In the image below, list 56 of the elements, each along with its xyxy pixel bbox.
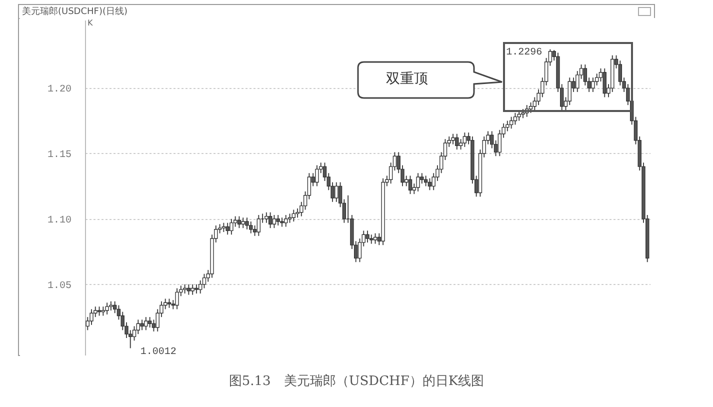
candlestick xyxy=(245,217,249,230)
candlestick xyxy=(175,288,179,310)
candlestick xyxy=(513,112,518,126)
candlestick xyxy=(264,212,268,224)
candlestick xyxy=(420,172,424,184)
candlestick xyxy=(256,214,261,236)
candlestick xyxy=(490,130,494,149)
y-tick-label: 1.15 xyxy=(47,150,72,161)
candlestick xyxy=(462,132,467,148)
candlestick xyxy=(509,116,514,130)
chart-title: 美元瑞郎(USDCHF)(日线) xyxy=(19,5,654,19)
candlestick xyxy=(276,214,280,226)
candlestick xyxy=(105,302,109,315)
candlestick xyxy=(241,217,245,229)
candlestick xyxy=(334,182,338,202)
candlestick xyxy=(109,300,113,312)
candlestick xyxy=(370,234,374,244)
candlestick xyxy=(249,221,253,234)
candlestick xyxy=(230,218,234,236)
candlestick xyxy=(167,298,172,308)
candlestick xyxy=(101,306,106,316)
y-axis-title: K xyxy=(88,18,94,28)
candlestick xyxy=(428,178,432,191)
annotation: 1.2296 xyxy=(506,47,542,58)
candlestick xyxy=(602,68,606,98)
candlestick xyxy=(272,214,276,229)
caption: 图5.13 美元瑞郎（USDCHF）的日K线图 xyxy=(228,373,486,390)
candlestick xyxy=(292,209,296,222)
candlestick xyxy=(521,108,525,119)
y-tick-label: 1.10 xyxy=(47,215,72,226)
candlestick xyxy=(288,213,292,224)
candlestick xyxy=(284,214,288,228)
candlestick xyxy=(148,316,152,328)
annotation: 双重顶 xyxy=(386,70,428,88)
candlestick xyxy=(568,77,572,106)
candlestick xyxy=(140,319,144,331)
candlestick xyxy=(144,316,148,331)
y-tick-label: 1.05 xyxy=(47,280,72,292)
candlestick xyxy=(455,133,459,150)
candlestick xyxy=(237,216,242,229)
candlestick xyxy=(226,222,230,236)
candlestick xyxy=(591,77,595,92)
candlestick xyxy=(97,306,102,316)
candlestick xyxy=(222,222,226,232)
candlestick xyxy=(182,284,187,294)
candlestick xyxy=(280,217,284,228)
candlestick xyxy=(315,164,319,187)
annotation: 1.0012 xyxy=(140,347,176,358)
candlestick xyxy=(408,175,412,195)
candlestick xyxy=(268,212,272,229)
y-tick-label: 1.20 xyxy=(47,84,72,96)
candlestick xyxy=(451,133,455,145)
candlestick xyxy=(190,284,194,296)
candlestick xyxy=(416,172,420,192)
candlestick xyxy=(366,230,370,243)
candlestick xyxy=(194,284,198,294)
